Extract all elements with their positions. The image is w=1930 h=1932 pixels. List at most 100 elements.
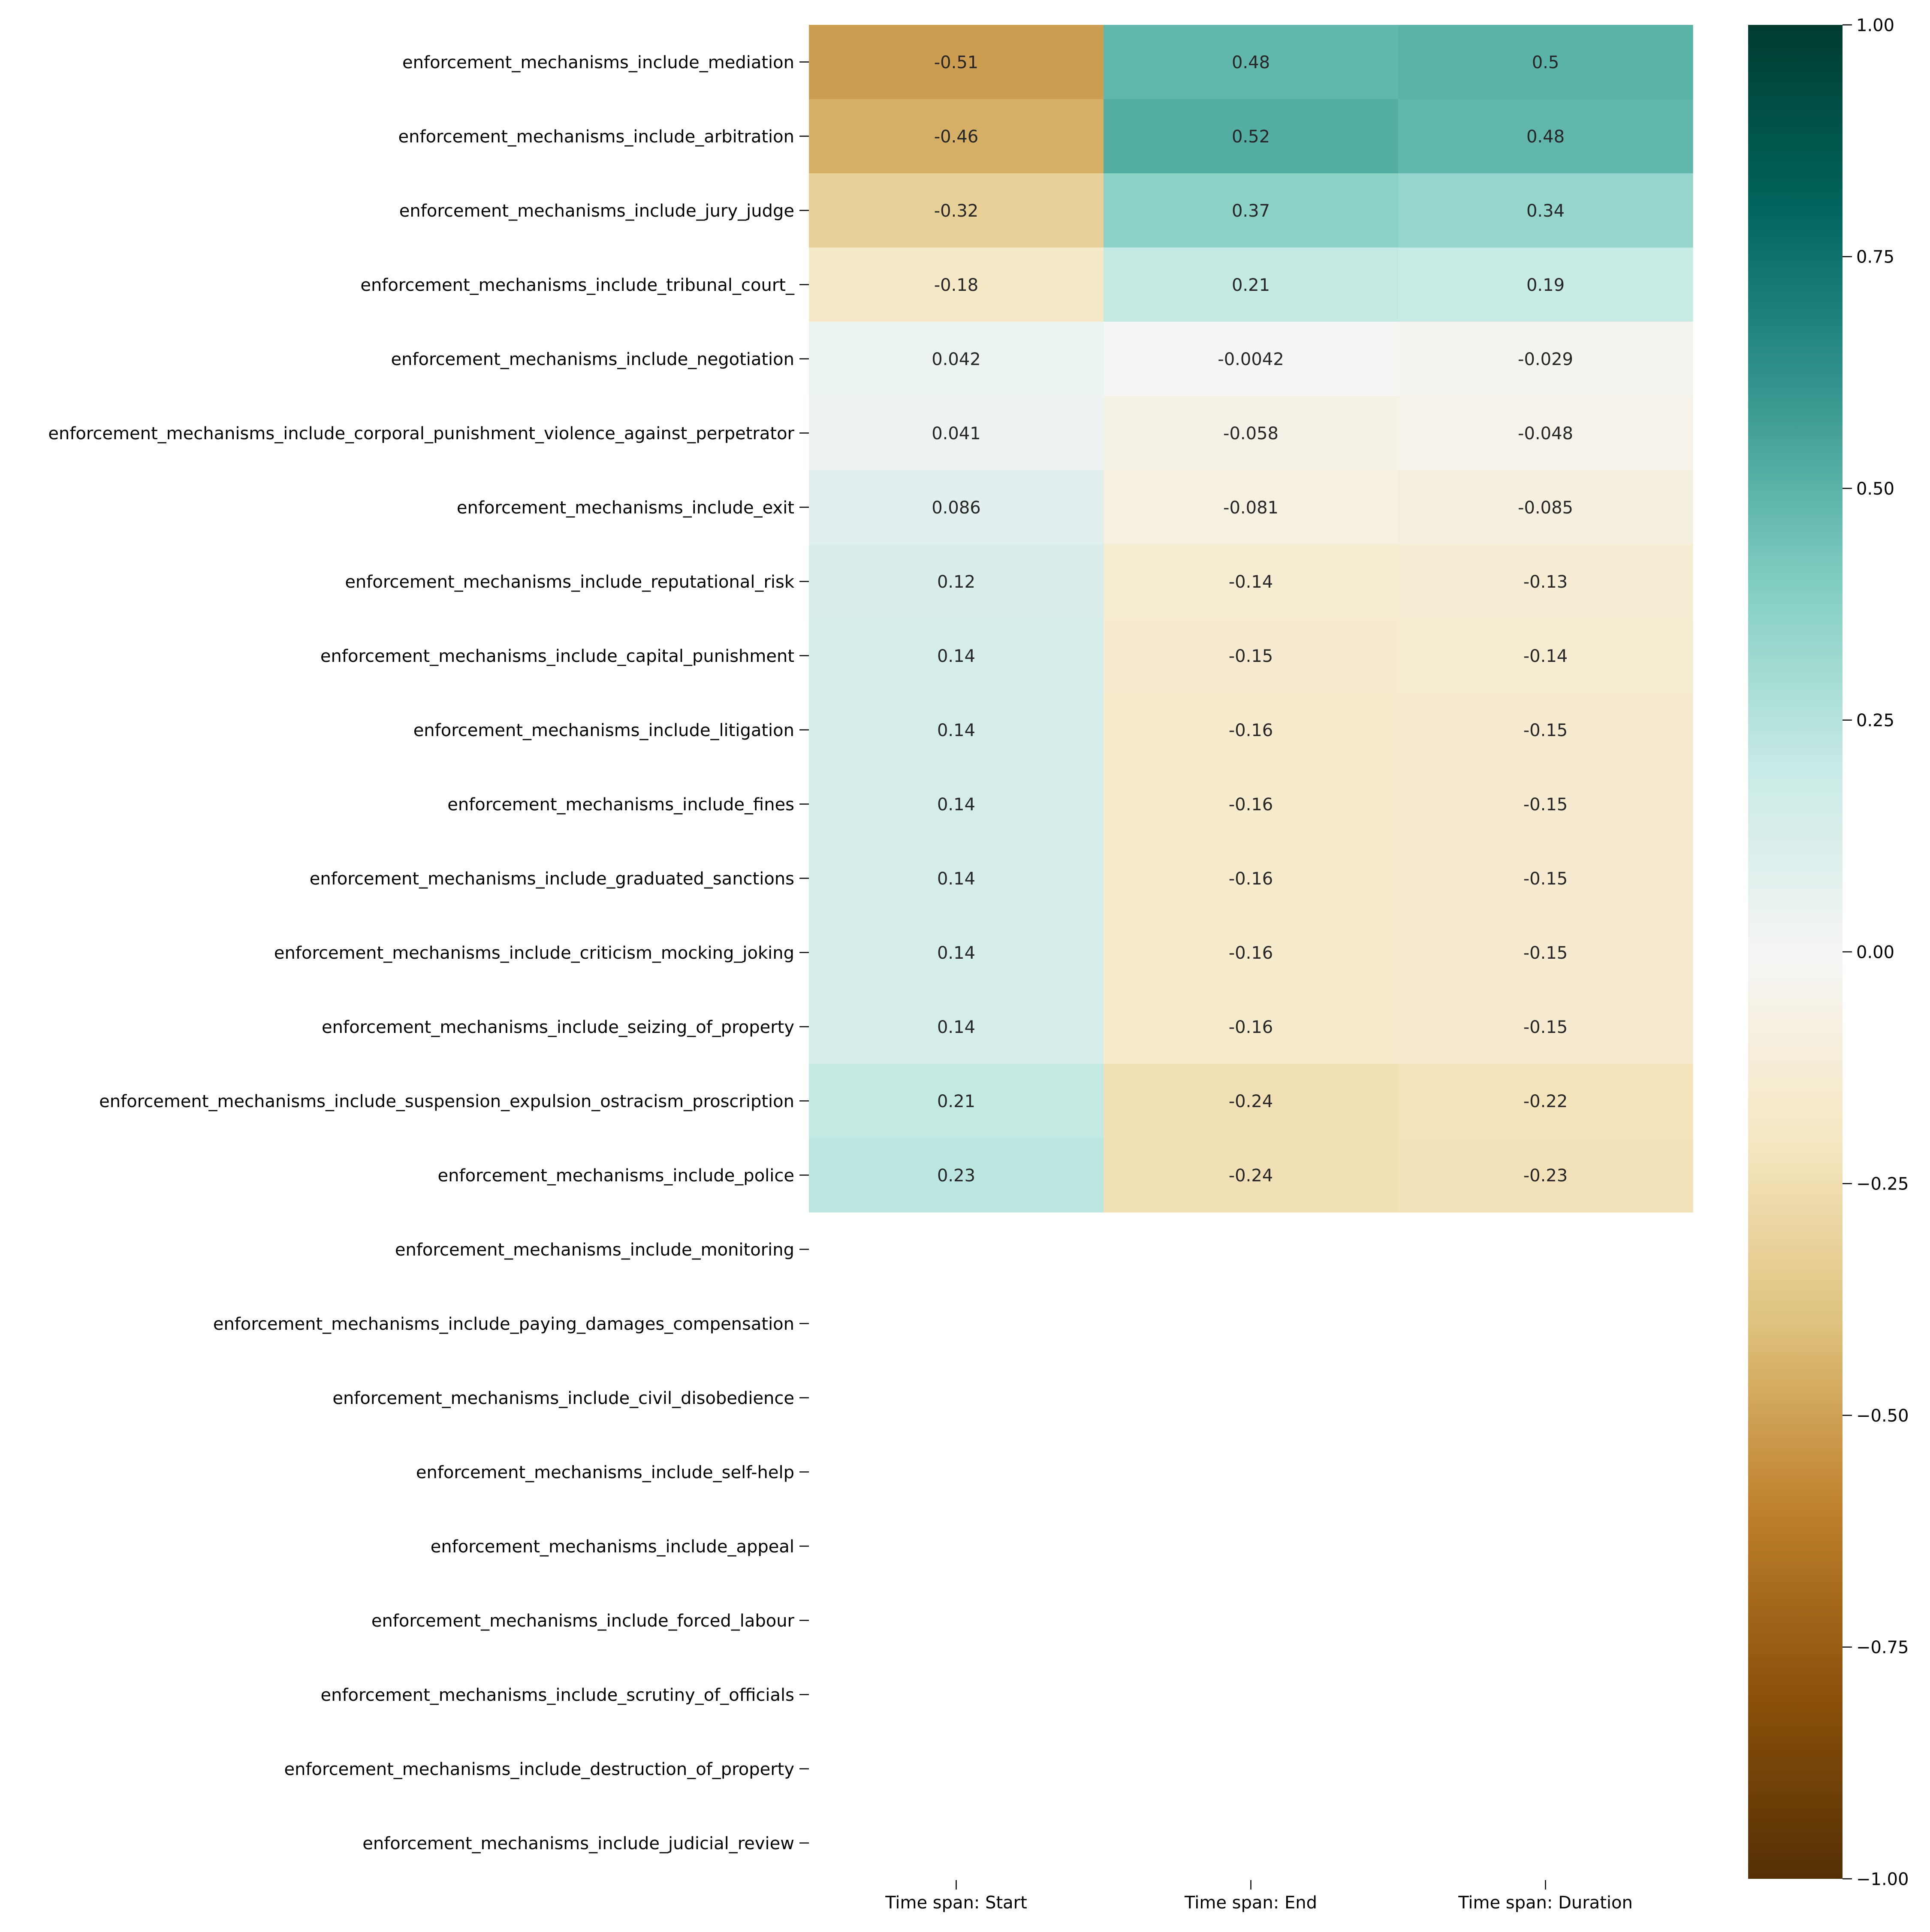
y-tick-label: enforcement_mechanisms_include_destructi… <box>284 1760 794 1779</box>
heatmap-cell <box>1398 1064 1693 1138</box>
cell-annotation: 0.19 <box>1526 275 1565 295</box>
y-axis-tick-labels: enforcement_mechanisms_include_mediation… <box>48 53 809 1854</box>
cell-annotation: -0.24 <box>1229 1166 1273 1186</box>
cell-annotation: -0.51 <box>934 53 979 72</box>
heatmap-cell <box>1104 841 1399 916</box>
cell-annotation: -0.15 <box>1229 646 1273 666</box>
y-tick-label: enforcement_mechanisms_include_police <box>438 1166 794 1186</box>
heatmap-cell <box>1398 693 1693 767</box>
heatmap-cell <box>809 248 1104 322</box>
heatmap-cell <box>1398 470 1693 545</box>
heatmap-cell <box>809 1138 1104 1213</box>
cell-annotation: 0.23 <box>937 1166 975 1186</box>
cell-annotation: -0.16 <box>1229 869 1273 889</box>
cell-annotation: 0.14 <box>937 795 975 815</box>
x-axis-tick-labels: Time span: Start Time span: End Time span:… <box>885 1880 1633 1913</box>
heatmap-cell <box>809 841 1104 916</box>
cell-annotation: -0.24 <box>1229 1092 1273 1111</box>
heatmap-cell <box>1398 841 1693 916</box>
colorbar-tick-label: 1.00 <box>1856 15 1894 35</box>
cell-annotation: -0.13 <box>1523 572 1568 592</box>
cell-annotation: -0.18 <box>934 275 979 295</box>
y-tick-label: enforcement_mechanisms_include_jury_judg… <box>399 201 794 221</box>
cell-annotation: 0.37 <box>1232 201 1270 221</box>
y-tick-label: enforcement_mechanisms_include_judicial_… <box>362 1834 794 1854</box>
cell-annotation: -0.15 <box>1523 721 1568 740</box>
y-tick-label: enforcement_mechanisms_include_corporal_… <box>48 424 794 444</box>
heatmap-cell <box>1104 248 1399 322</box>
cell-annotation: 0.14 <box>937 646 975 666</box>
colorbar-tick-label: 0.75 <box>1856 248 1894 267</box>
heatmap-cell <box>1104 1064 1399 1138</box>
heatmap-cell <box>1398 173 1693 248</box>
heatmap-cells <box>809 25 1693 1213</box>
heatmap-cell <box>1398 396 1693 471</box>
cell-annotation: -0.14 <box>1229 572 1273 592</box>
cell-annotation: 0.14 <box>937 943 975 963</box>
y-tick-label: enforcement_mechanisms_include_appeal <box>431 1537 794 1557</box>
colorbar-tick-label: 0.50 <box>1856 479 1894 499</box>
cell-annotation: -0.16 <box>1229 1017 1273 1037</box>
y-tick-label: enforcement_mechanisms_include_graduated… <box>310 869 794 889</box>
cell-annotation: -0.32 <box>934 201 979 221</box>
y-tick-label: enforcement_mechanisms_include_self-help <box>416 1463 794 1482</box>
cell-annotation: 0.48 <box>1232 53 1270 72</box>
heatmap-cell <box>1104 693 1399 767</box>
cell-annotation: 0.14 <box>937 869 975 889</box>
cell-annotations: -0.51 0.48 0.5 -0.46 0.52 0.48 -0.32 0.37 0.34 -0… <box>932 53 1573 1186</box>
cell-annotation: -0.23 <box>1523 1166 1568 1186</box>
y-tick-label: enforcement_mechanisms_include_litigatio… <box>413 721 794 740</box>
cell-annotation: -0.15 <box>1523 869 1568 889</box>
cell-annotation: 0.34 <box>1526 201 1565 221</box>
colorbar-tick-label: −1.00 <box>1856 1869 1909 1889</box>
cell-annotation: 0.21 <box>1232 275 1270 295</box>
heatmap-cell <box>1104 25 1399 100</box>
heatmap-cell <box>1398 25 1693 100</box>
y-tick-label: enforcement_mechanisms_include_mediation <box>402 53 794 72</box>
y-tick-label: enforcement_mechanisms_include_forced_la… <box>371 1611 795 1631</box>
heatmap-cell <box>809 25 1104 100</box>
x-tick-label: Time span: Duration <box>1458 1893 1633 1913</box>
heatmap-cell <box>809 767 1104 842</box>
heatmap-cell <box>1104 915 1399 990</box>
y-tick-label: enforcement_mechanisms_include_criticism… <box>274 943 794 963</box>
heatmap-cell <box>1398 322 1693 396</box>
cell-annotation: 0.14 <box>937 1017 975 1037</box>
y-tick-label: enforcement_mechanisms_include_capital_p… <box>320 646 794 666</box>
y-tick-label: enforcement_mechanisms_include_tribunal_… <box>360 275 795 295</box>
x-tick-label: Time span: End <box>1184 1893 1317 1913</box>
heatmap-cell <box>1104 470 1399 545</box>
heatmap-cell <box>1104 619 1399 693</box>
cell-annotation: 0.086 <box>932 498 981 518</box>
cell-annotation: -0.0042 <box>1218 350 1284 369</box>
cell-annotation: -0.16 <box>1229 795 1273 815</box>
y-tick-label: enforcement_mechanisms_include_fines <box>447 795 794 815</box>
heatmap-cell <box>809 396 1104 471</box>
cell-annotation: -0.14 <box>1523 646 1568 666</box>
heatmap-cell <box>1398 767 1693 842</box>
heatmap-cell <box>1398 990 1693 1064</box>
heatmap-cell <box>1398 99 1693 174</box>
cell-annotation: 0.14 <box>937 721 975 740</box>
cell-annotation: -0.46 <box>934 127 979 147</box>
heatmap-cell <box>809 544 1104 619</box>
heatmap-cell <box>809 470 1104 545</box>
heatmap-cell <box>1104 767 1399 842</box>
heatmap-cell <box>809 990 1104 1064</box>
y-tick-label: enforcement_mechanisms_include_suspensio… <box>99 1092 794 1111</box>
heatmap-cell <box>1398 619 1693 693</box>
y-tick-label: enforcement_mechanisms_include_seizing_o… <box>322 1017 794 1037</box>
colorbar: 1.00 0.75 0.50 0.25 0.00 −0.25 −0.50 −0.75 −1.00 <box>1748 15 1909 1889</box>
colorbar-tick-label: −0.75 <box>1856 1638 1909 1657</box>
heatmap-cell <box>809 619 1104 693</box>
colorbar-gradient <box>1748 25 1843 1879</box>
cell-annotation: -0.029 <box>1518 350 1573 369</box>
heatmap-cell <box>809 1064 1104 1138</box>
cell-annotation: -0.085 <box>1518 498 1573 518</box>
cell-annotation: -0.16 <box>1229 943 1273 963</box>
cell-annotation: 0.12 <box>937 572 975 592</box>
heatmap-cell <box>1398 544 1693 619</box>
cell-annotation: -0.15 <box>1523 943 1568 963</box>
y-tick-label: enforcement_mechanisms_include_arbitrati… <box>398 127 794 147</box>
